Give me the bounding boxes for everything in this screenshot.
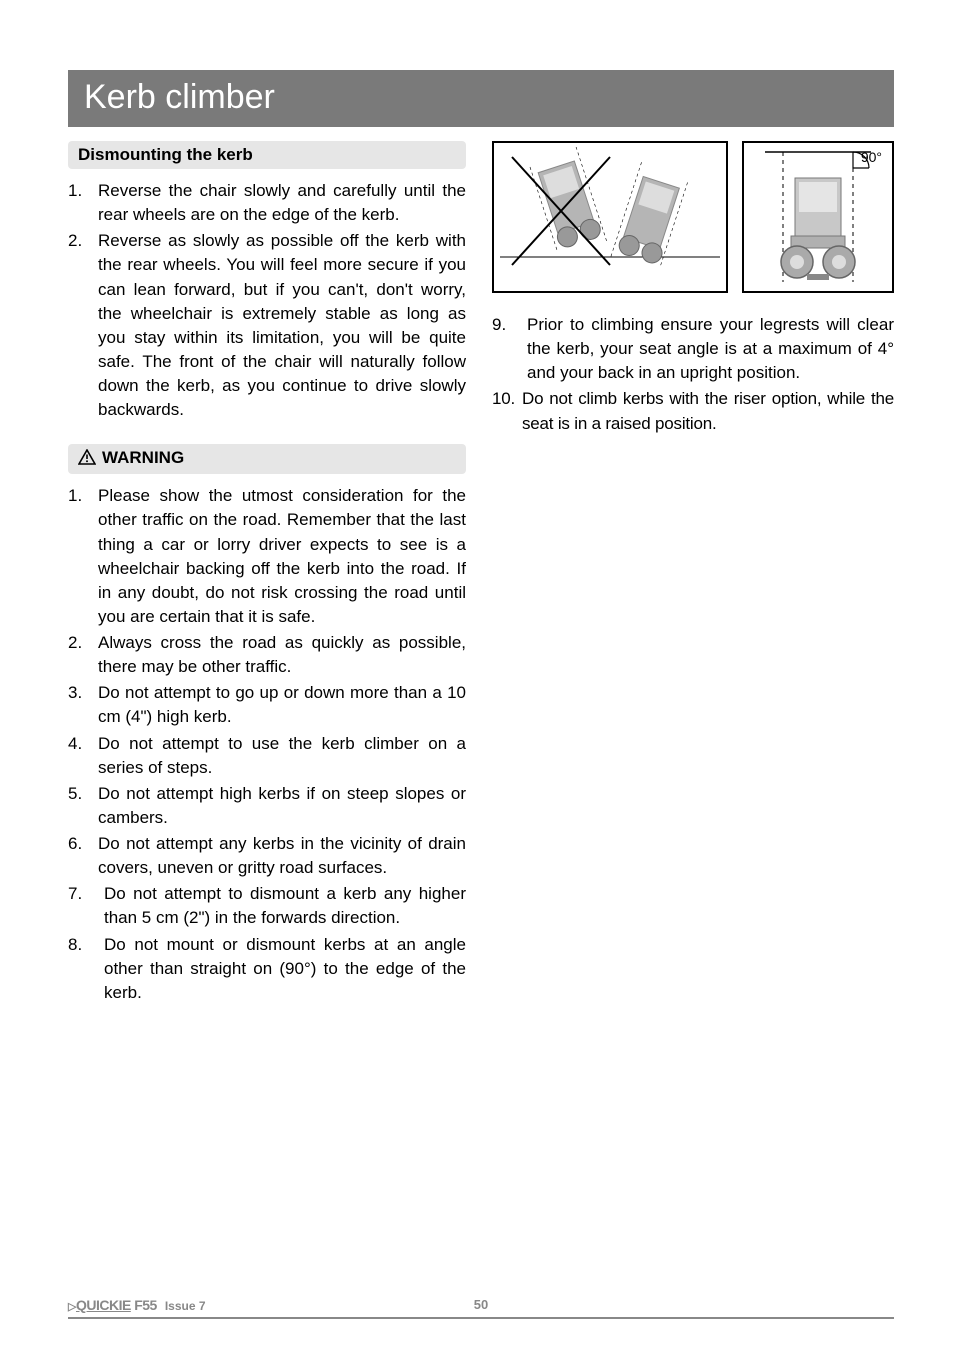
item-text: Reverse as slowly as possible off the ke… (98, 231, 466, 419)
item-number: 4. (68, 732, 82, 756)
page-title: Kerb climber (68, 70, 894, 127)
list-item: 8. Do not mount or dismount kerbs at an a… (68, 933, 466, 1005)
warning-icon (78, 449, 96, 470)
list-item: 5. Do not attempt high kerbs if on steep … (68, 782, 466, 830)
warning-label: WARNING (102, 448, 184, 467)
item-text: Do not climb kerbs with the riser option… (522, 389, 894, 432)
item-number: 5. (68, 782, 82, 806)
list-item: 10. Do not climb kerbs with the riser opt… (492, 387, 894, 435)
item-number: 3. (68, 681, 82, 705)
item-number: 7. (68, 882, 82, 906)
item-text: Do not attempt high kerbs if on steep sl… (98, 784, 466, 827)
list-item: 4. Do not attempt to use the kerb climber… (68, 732, 466, 780)
list-item: 1. Please show the utmost consideration f… (68, 484, 466, 629)
footer-brand: ▷QUICKIE F55 (68, 1297, 157, 1313)
footer-issue: Issue 7 (165, 1299, 206, 1313)
item-text: Do not mount or dismount kerbs at an ang… (104, 935, 466, 1002)
footer-divider (68, 1317, 894, 1319)
right-column: 90° 9. Prior to climbing ensure your legr… (492, 141, 894, 1007)
right-list: 9. Prior to climbing ensure your legrests… (492, 313, 894, 436)
page-footer: ▷QUICKIE F55 Issue 7 50 (68, 1297, 894, 1319)
item-number: 9. (492, 313, 506, 337)
item-number: 10. (492, 387, 515, 411)
item-text: Do not attempt to go up or down more tha… (98, 683, 466, 726)
dismount-list: 1. Reverse the chair slowly and carefully… (68, 179, 466, 422)
footer-brand-name: QUICKIE (76, 1297, 131, 1313)
item-text: Do not attempt any kerbs in the vicinity… (98, 834, 466, 877)
dismount-heading: Dismounting the kerb (68, 141, 466, 169)
list-item: 2. Reverse as slowly as possible off the … (68, 229, 466, 422)
figure-angled-kerb (492, 141, 728, 293)
item-text: Do not attempt to dismount a kerb any hi… (104, 884, 466, 927)
figure-straight-kerb: 90° (742, 141, 894, 293)
content-columns: Dismounting the kerb 1. Reverse the chair… (68, 141, 894, 1007)
item-number: 1. (68, 484, 82, 508)
item-number: 2. (68, 229, 82, 253)
left-column: Dismounting the kerb 1. Reverse the chair… (68, 141, 466, 1007)
list-item: 3. Do not attempt to go up or down more t… (68, 681, 466, 729)
list-item: 2. Always cross the road as quickly as po… (68, 631, 466, 679)
footer-triangle-icon: ▷ (68, 1301, 76, 1313)
list-item: 1. Reverse the chair slowly and carefully… (68, 179, 466, 227)
footer-page-number: 50 (474, 1297, 488, 1312)
list-item: 7. Do not attempt to dismount a kerb any … (68, 882, 466, 930)
list-item: 9. Prior to climbing ensure your legrests… (492, 313, 894, 385)
item-text: Do not attempt to use the kerb climber o… (98, 734, 466, 777)
item-text: Reverse the chair slowly and carefully u… (98, 181, 466, 224)
angle-label: 90° (861, 149, 882, 165)
item-text: Always cross the road as quickly as poss… (98, 633, 466, 676)
item-text: Prior to climbing ensure your legrests w… (527, 315, 894, 382)
item-number: 6. (68, 832, 82, 856)
item-number: 1. (68, 179, 82, 203)
warning-heading: WARNING (68, 444, 466, 474)
list-item: 6. Do not attempt any kerbs in the vicini… (68, 832, 466, 880)
item-text: Please show the utmost consideration for… (98, 486, 466, 626)
warning-list: 1. Please show the utmost consideration f… (68, 484, 466, 1005)
figure-row: 90° (492, 141, 894, 293)
item-number: 2. (68, 631, 82, 655)
item-number: 8. (68, 933, 82, 957)
footer-model: F55 (131, 1297, 157, 1313)
